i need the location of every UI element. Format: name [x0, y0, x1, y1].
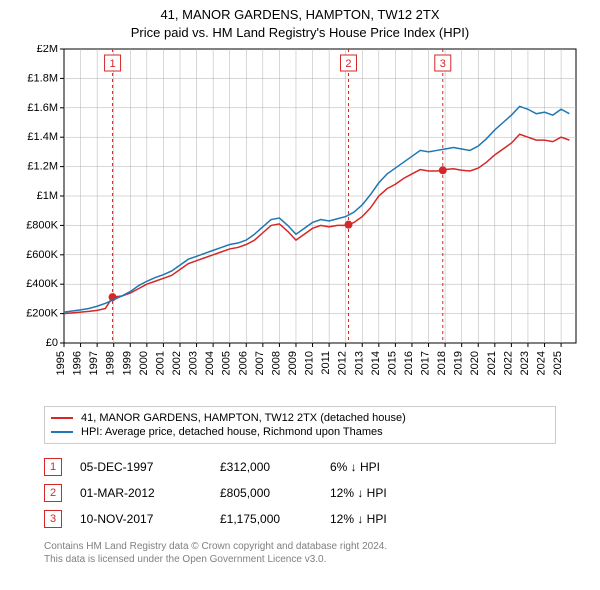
transaction-date: 01-MAR-2012 — [80, 486, 220, 500]
svg-text:1: 1 — [109, 58, 115, 70]
footer-line2: This data is licensed under the Open Gov… — [44, 553, 600, 566]
svg-text:3: 3 — [440, 58, 446, 70]
svg-text:£1.8M: £1.8M — [27, 72, 58, 84]
svg-text:£600K: £600K — [26, 249, 58, 261]
legend-label-property: 41, MANOR GARDENS, HAMPTON, TW12 2TX (de… — [81, 412, 406, 424]
chart-legend: 41, MANOR GARDENS, HAMPTON, TW12 2TX (de… — [44, 406, 556, 444]
chart-title-line2: Price paid vs. HM Land Registry's House … — [0, 24, 600, 42]
svg-text:2017: 2017 — [420, 351, 432, 375]
svg-text:£200K: £200K — [26, 308, 58, 320]
svg-text:£1M: £1M — [37, 190, 58, 202]
svg-text:1995: 1995 — [55, 351, 67, 375]
svg-text:2013: 2013 — [353, 351, 365, 375]
transaction-badge: 2 — [44, 484, 62, 502]
legend-row-property: 41, MANOR GARDENS, HAMPTON, TW12 2TX (de… — [51, 411, 549, 425]
svg-text:2007: 2007 — [254, 351, 266, 375]
svg-text:£0: £0 — [46, 337, 58, 349]
transaction-delta: 6% ↓ HPI — [330, 460, 380, 474]
price-chart: £0 £200K £400K £600K £800K £1M £1.2M £1.4M £1.6M… — [20, 45, 580, 400]
svg-text:2001: 2001 — [154, 351, 166, 375]
legend-swatch-hpi — [51, 431, 73, 433]
svg-text:£1.2M: £1.2M — [27, 161, 58, 173]
chart-title-line1: 41, MANOR GARDENS, HAMPTON, TW12 2TX — [0, 6, 600, 24]
svg-text:2003: 2003 — [188, 351, 200, 375]
svg-text:2011: 2011 — [320, 351, 332, 375]
svg-text:1999: 1999 — [121, 351, 133, 375]
legend-swatch-property — [51, 417, 73, 419]
svg-text:2005: 2005 — [221, 351, 233, 375]
transaction-row: 2 01-MAR-2012 £805,000 12% ↓ HPI — [44, 480, 600, 506]
transaction-badge: 3 — [44, 510, 62, 528]
svg-text:£800K: £800K — [26, 219, 58, 231]
transaction-row: 3 10-NOV-2017 £1,175,000 12% ↓ HPI — [44, 506, 600, 532]
transaction-date: 05-DEC-1997 — [80, 460, 220, 474]
svg-text:2009: 2009 — [287, 351, 299, 375]
transaction-date: 10-NOV-2017 — [80, 512, 220, 526]
svg-text:2006: 2006 — [237, 351, 249, 375]
svg-text:2008: 2008 — [270, 351, 282, 375]
svg-text:£400K: £400K — [26, 278, 58, 290]
transaction-delta: 12% ↓ HPI — [330, 512, 387, 526]
svg-text:2015: 2015 — [386, 351, 398, 375]
svg-text:2: 2 — [345, 58, 351, 70]
svg-text:2020: 2020 — [469, 351, 481, 375]
svg-text:2014: 2014 — [370, 351, 382, 375]
transaction-table: 1 05-DEC-1997 £312,000 6% ↓ HPI 2 01-MAR… — [44, 454, 600, 532]
svg-text:2022: 2022 — [502, 351, 514, 375]
svg-text:2000: 2000 — [138, 351, 150, 375]
svg-text:2004: 2004 — [204, 351, 216, 375]
svg-text:£1.4M: £1.4M — [27, 131, 58, 143]
svg-text:2024: 2024 — [536, 351, 548, 375]
svg-text:1998: 1998 — [105, 351, 117, 375]
transaction-delta: 12% ↓ HPI — [330, 486, 387, 500]
svg-text:2023: 2023 — [519, 351, 531, 375]
svg-text:2019: 2019 — [453, 351, 465, 375]
svg-text:2010: 2010 — [304, 351, 316, 375]
svg-text:2002: 2002 — [171, 351, 183, 375]
svg-text:2012: 2012 — [337, 351, 349, 375]
transaction-badge: 1 — [44, 458, 62, 476]
transaction-row: 1 05-DEC-1997 £312,000 6% ↓ HPI — [44, 454, 600, 480]
transaction-price: £1,175,000 — [220, 512, 330, 526]
legend-row-hpi: HPI: Average price, detached house, Rich… — [51, 425, 549, 439]
svg-text:1996: 1996 — [72, 351, 84, 375]
legend-label-hpi: HPI: Average price, detached house, Rich… — [81, 426, 383, 438]
transaction-price: £805,000 — [220, 486, 330, 500]
svg-text:2018: 2018 — [436, 351, 448, 375]
svg-text:2016: 2016 — [403, 351, 415, 375]
transaction-price: £312,000 — [220, 460, 330, 474]
svg-text:£2M: £2M — [37, 45, 58, 55]
svg-text:2025: 2025 — [552, 351, 564, 375]
chart-footer: Contains HM Land Registry data © Crown c… — [44, 540, 600, 566]
footer-line1: Contains HM Land Registry data © Crown c… — [44, 540, 600, 553]
svg-text:£1.6M: £1.6M — [27, 102, 58, 114]
svg-text:1997: 1997 — [88, 351, 100, 375]
svg-text:2021: 2021 — [486, 351, 498, 375]
